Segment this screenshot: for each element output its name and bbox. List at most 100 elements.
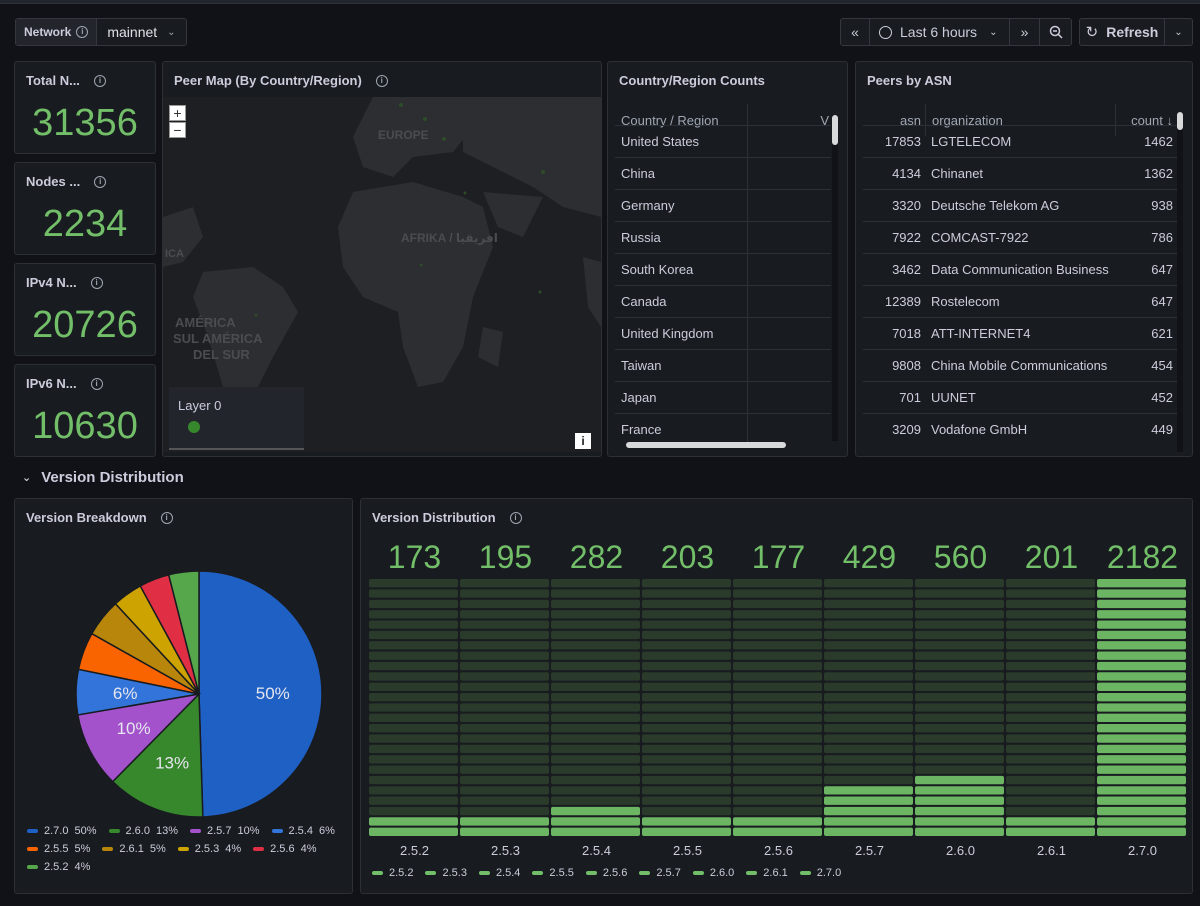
legend-item[interactable]: 2.5.4 6% <box>271 825 335 837</box>
bar-segment-filled <box>1097 786 1186 795</box>
legend-item[interactable]: 2.5.3 4% <box>177 843 241 855</box>
section-title: Version Distribution <box>41 469 184 486</box>
legend-item[interactable]: 2.7.0 <box>799 867 841 879</box>
bar-segment-empty <box>369 682 458 691</box>
map-zoom-in-button[interactable]: + <box>169 105 186 121</box>
pie-slice-2.6.0[interactable] <box>111 692 204 818</box>
legend-item[interactable]: 2.5.6 <box>585 867 627 879</box>
pie-slice-2.5.7[interactable] <box>76 692 202 783</box>
bar-segment-empty <box>733 744 822 754</box>
asn-table-scrollbar[interactable] <box>1177 112 1183 452</box>
pie-slice-label: 13% <box>155 754 189 773</box>
bar-segment-empty <box>460 692 549 702</box>
bar-segment-empty <box>551 692 640 702</box>
column-header-organization[interactable]: organization <box>925 104 1115 136</box>
bar-segment-empty <box>1006 765 1095 774</box>
info-icon[interactable]: i <box>76 26 89 38</box>
organization-cell: ATT-INTERNET4 <box>931 326 1031 341</box>
map-zoom-out-button[interactable]: − <box>169 122 186 138</box>
country-table-scrollbar[interactable] <box>832 115 838 441</box>
legend-item[interactable]: 2.6.0 <box>692 867 735 879</box>
table-row: 701 UUNET 452 <box>863 381 1177 413</box>
legend-item[interactable]: 2.6.1 <box>746 867 788 879</box>
info-icon[interactable]: i <box>90 276 103 289</box>
organization-cell: LGTELECOM <box>931 134 1012 149</box>
legend-item[interactable]: 2.5.2 <box>372 867 413 879</box>
legend-item[interactable]: 2.5.7 <box>639 867 681 879</box>
bar-segment-filled <box>369 827 458 836</box>
legend-item[interactable]: 2.5.4 <box>478 867 520 879</box>
bar-segment-empty <box>915 579 1004 588</box>
legend-swatch <box>532 871 544 875</box>
bar-segment-empty <box>1006 775 1095 785</box>
time-shift-back-button[interactable]: « <box>840 18 870 46</box>
bar-segment-filled <box>1097 703 1186 712</box>
bar-segment-filled <box>1097 817 1186 826</box>
bar-segment-empty <box>551 661 640 671</box>
pie-slice-2.7.0[interactable] <box>198 570 323 818</box>
country-table-hscrollbar[interactable] <box>626 442 786 448</box>
info-icon[interactable]: i <box>90 377 103 390</box>
peer-map[interactable]: EUROPE AFRIKA / افريقيا ICA AMÉRICA SUL … <box>163 97 601 452</box>
bar-segment-empty <box>642 630 731 640</box>
organization-cell: Deutsche Telekom AG <box>931 198 1060 213</box>
chevron-down-icon: ⌄ <box>22 472 32 484</box>
table-row: Japan <box>615 381 831 413</box>
bar-segment-empty <box>733 579 822 588</box>
column-header-country[interactable]: Country / Region <box>615 104 748 136</box>
column-header-value[interactable]: V <box>820 112 829 128</box>
time-shift-forward-button[interactable]: » <box>1009 18 1040 46</box>
network-variable[interactable]: Network i mainnet ⌄ <box>15 18 187 46</box>
asn-cell: 3320 <box>892 198 921 213</box>
legend-item[interactable]: 2.5.7 10% <box>190 825 260 837</box>
refresh-interval-dropdown[interactable]: ⌄ <box>1164 18 1193 46</box>
column-header-count[interactable]: count ↓ <box>1115 104 1177 136</box>
asn-cell: 3462 <box>892 262 921 277</box>
legend-item[interactable]: 2.5.5 5% <box>27 843 90 855</box>
legend-name: 2.6.0 <box>709 867 735 879</box>
bar-segment-empty <box>915 651 1004 660</box>
table-row: Canada <box>615 285 831 317</box>
zoom-out-time-button[interactable] <box>1039 18 1072 46</box>
bar-segment-filled <box>1006 817 1095 826</box>
bar-segment-empty <box>460 599 549 609</box>
legend-item[interactable]: 2.5.2 4% <box>27 861 90 873</box>
bar-segment-filled <box>1097 620 1186 629</box>
info-icon[interactable]: i <box>160 511 173 524</box>
legend-item[interactable]: 2.5.6 4% <box>253 843 317 855</box>
bar-category-label: 2.5.7 <box>855 843 884 858</box>
legend-name: 2.5.5 <box>549 867 574 879</box>
legend-item[interactable]: 2.5.5 <box>532 867 574 879</box>
bar-segment-empty <box>733 734 822 743</box>
legend-name: 2.7.0 <box>44 825 69 837</box>
bar-segment-empty <box>915 610 1004 619</box>
legend-item[interactable]: 2.7.0 50% <box>27 825 97 837</box>
legend-item[interactable]: 2.5.3 <box>425 867 467 879</box>
bar-segment-filled <box>1097 806 1186 816</box>
map-info-button[interactable]: i <box>575 433 591 449</box>
network-select[interactable]: mainnet ⌄ <box>97 19 185 45</box>
stat-panel-nodes: Nodes ... i 2234 <box>14 162 156 255</box>
bar-segment-empty <box>1006 579 1095 588</box>
refresh-button[interactable]: ↻ Refresh <box>1079 18 1165 46</box>
bar-segment-empty <box>824 610 913 619</box>
legend-value: 4% <box>300 843 317 855</box>
info-icon[interactable]: i <box>94 175 107 188</box>
bar-segment-empty <box>460 672 549 681</box>
legend-item[interactable]: 2.6.0 13% <box>108 825 178 837</box>
bar-segment-empty <box>915 692 1004 702</box>
version-distribution-panel: Version Distribution i 173 2.5.2 195 2.5.3 28… <box>360 498 1193 894</box>
bar-segment-empty <box>642 796 731 805</box>
bar-segment-empty <box>915 630 1004 640</box>
legend-item[interactable]: 2.6.1 5% <box>102 843 166 855</box>
bar-segment-empty <box>733 806 822 816</box>
info-icon[interactable]: i <box>93 74 106 87</box>
info-icon[interactable]: i <box>375 74 388 87</box>
column-header-asn[interactable]: asn <box>900 112 921 128</box>
count-cell: 647 <box>1151 294 1173 309</box>
time-range-picker[interactable]: Last 6 hours ⌄ <box>869 18 1010 46</box>
section-header-version-distribution[interactable]: ⌄ Version Distribution <box>22 469 184 486</box>
pie-slice-2.5.2[interactable] <box>167 570 200 695</box>
info-icon[interactable]: i <box>509 511 522 524</box>
pie-slice-label: 50% <box>256 684 290 703</box>
